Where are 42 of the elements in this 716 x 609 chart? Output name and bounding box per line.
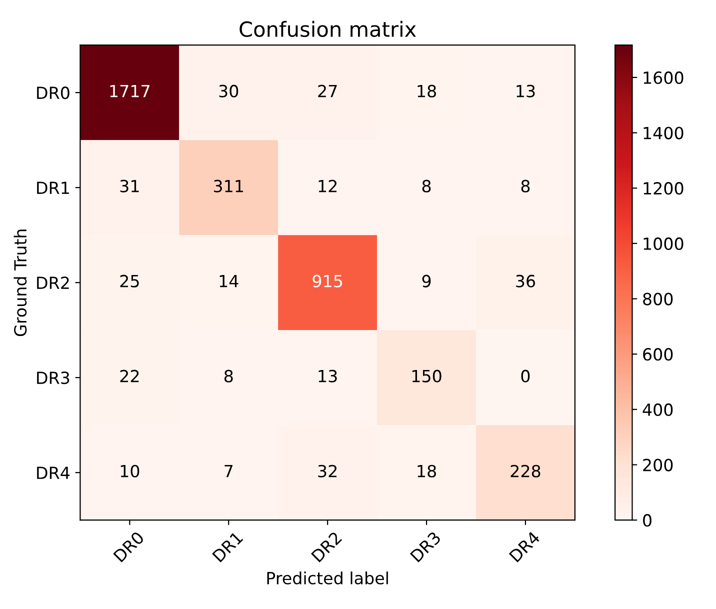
data-label: 8 (521, 180, 530, 192)
data-label: 10 (120, 464, 140, 478)
data-label: 22 (120, 370, 139, 382)
y-tick-label: DR1 (37, 182, 69, 194)
data-label: 31 (120, 180, 139, 192)
color-bar-label: 1000 (644, 237, 684, 250)
color-bar-label: 200 (643, 458, 673, 472)
data-label: 9 (422, 274, 431, 288)
data-label: 228 (510, 464, 540, 478)
chart-title: Confusion matrix (240, 20, 416, 38)
data-label: 150 (412, 370, 442, 382)
y-tick-label: DR4 (37, 466, 70, 479)
data-label: 915 (312, 274, 342, 288)
data-label: 13 (516, 84, 535, 98)
data-label: 0 (521, 370, 530, 382)
color-bar-label: 600 (643, 348, 673, 361)
color-bar-label: 800 (643, 292, 673, 306)
y-axis-title: Ground Truth (14, 230, 27, 336)
data-label: 18 (418, 84, 436, 98)
data-label: 27 (318, 84, 337, 98)
data-label: 32 (318, 464, 337, 478)
data-label: 7 (224, 465, 232, 478)
data-label: 8 (422, 180, 431, 192)
color-bar-label: 1400 (644, 126, 684, 140)
data-label: 36 (516, 274, 536, 288)
data-label: 8 (224, 370, 233, 382)
data-label: 311 (214, 180, 243, 192)
y-tick-label: DR3 (37, 372, 70, 384)
data-label: 1717 (110, 85, 150, 98)
data-label: 14 (220, 275, 238, 288)
y-tick-label: DR2 (37, 276, 69, 289)
data-label: 30 (219, 84, 238, 98)
color-bar-label: 0 (643, 514, 652, 527)
color-bar-label: 1600 (644, 71, 684, 84)
data-label: 12 (318, 180, 337, 192)
data-label: 13 (318, 370, 337, 382)
y-tick-label: DR0 (37, 86, 70, 100)
data-label: 25 (120, 274, 139, 288)
data-label: 18 (418, 464, 436, 478)
color-bar-label: 400 (642, 403, 673, 416)
color-bar-label: 1200 (644, 182, 684, 195)
x-axis-title: Predicted label (267, 572, 388, 584)
